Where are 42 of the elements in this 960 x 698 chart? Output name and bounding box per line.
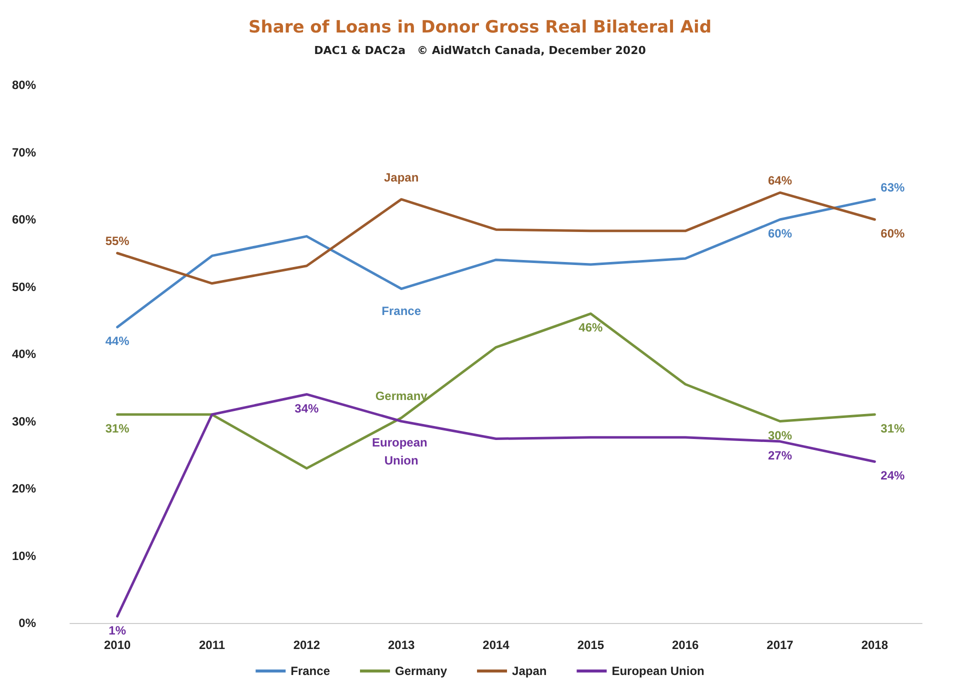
data-label: 44% [105, 334, 130, 348]
data-label: 34% [294, 401, 319, 416]
y-tick-label: 50% [12, 280, 36, 294]
y-tick-label: 60% [12, 212, 36, 226]
data-label: 46% [578, 320, 603, 335]
y-tick-label: 40% [12, 347, 36, 361]
y-tick-label: 10% [12, 548, 36, 563]
data-label: 30% [768, 428, 792, 442]
x-tick-label: 2018 [861, 638, 888, 652]
data-label: 64% [768, 174, 792, 188]
annotation: Japan [384, 170, 419, 184]
y-tick-label: 30% [12, 414, 36, 428]
annotation: Germany [375, 388, 428, 403]
y-tick-label: 70% [12, 145, 36, 160]
annotation: European Union [372, 435, 431, 468]
legend-label: Japan [512, 664, 547, 678]
x-tick-label: 2011 [198, 638, 226, 652]
x-tick-label: 2015 [577, 638, 604, 652]
data-label: 60% [880, 226, 905, 240]
data-label: 55% [105, 234, 130, 248]
data-label: 27% [768, 448, 792, 462]
legend-label: France [290, 664, 330, 678]
data-label: 1% [108, 623, 126, 638]
annotation: France [382, 304, 422, 318]
y-tick-label: 0% [18, 616, 36, 630]
x-tick-label: 2013 [388, 638, 416, 652]
data-label: 60% [768, 226, 792, 240]
y-tick-label: 80% [12, 78, 36, 92]
chart-title: Share of Loans in Donor Gross Real Bilateral Aid [248, 18, 712, 38]
legend-label: Germany [394, 664, 448, 678]
data-label: 31% [880, 422, 905, 436]
x-tick-label: 2010 [104, 638, 132, 652]
y-tick-label: 20% [12, 482, 36, 496]
data-label: 63% [880, 180, 905, 194]
legend-label: European Union [612, 664, 704, 678]
data-label: 24% [880, 468, 905, 483]
x-tick-label: 2016 [672, 638, 700, 652]
x-tick-label: 2017 [766, 638, 794, 652]
x-tick-label: 2012 [293, 638, 320, 652]
data-label: 31% [105, 422, 130, 436]
x-tick-label: 2014 [482, 638, 510, 652]
chart-subtitle: DAC1 & DAC2a © AidWatch Canada, December 2020 [314, 44, 646, 57]
